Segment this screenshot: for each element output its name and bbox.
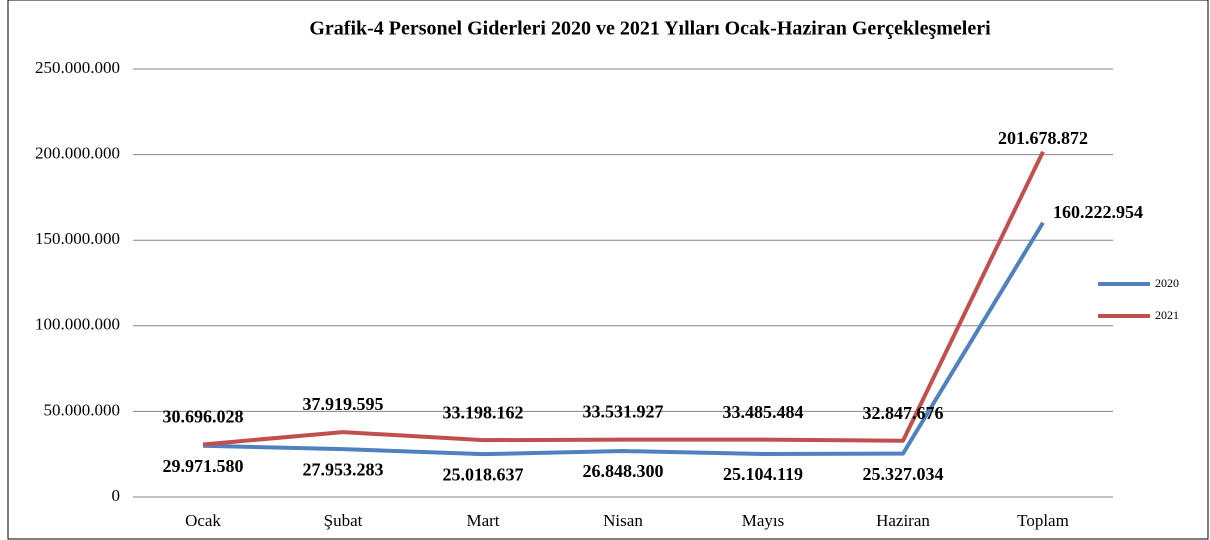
chart-title: Grafik-4 Personel Giderleri 2020 ve 2021…: [309, 18, 991, 40]
data-label: 30.696.028: [163, 407, 244, 427]
data-label: 25.327.034: [863, 464, 944, 484]
data-label: 33.485.484: [723, 402, 804, 422]
data-label: 33.531.927: [583, 402, 664, 422]
data-label: 25.018.637: [443, 464, 524, 484]
series-line: [202, 221, 1045, 457]
chart-frame: [7, 0, 1209, 540]
data-label: 33.198.162: [443, 402, 524, 422]
data-label: 32.847.676: [863, 403, 944, 423]
x-tick-label: Mart: [466, 511, 499, 530]
x-tick-label: Ocak: [185, 511, 221, 530]
x-tick-label: Şubat: [324, 511, 363, 530]
y-tick-label: 100.000.000: [35, 315, 120, 334]
y-tick-label: 250.000.000: [35, 58, 120, 77]
y-tick-label: 150.000.000: [35, 229, 120, 248]
legend-label: 2020: [1155, 276, 1179, 290]
data-label: 25.104.119: [723, 464, 803, 484]
data-label: 160.222.954: [1053, 202, 1143, 222]
data-label: 201.678.872: [998, 128, 1088, 148]
series-line: [202, 150, 1045, 447]
x-tick-label: Mayıs: [742, 511, 785, 530]
legend-label: 2021: [1155, 308, 1179, 322]
data-label: 27.953.283: [303, 459, 384, 479]
x-tick-label: Haziran: [876, 511, 930, 530]
data-label: 26.848.300: [583, 461, 664, 481]
x-tick-label: Nisan: [603, 511, 643, 530]
y-tick-label: 0: [112, 486, 121, 505]
y-tick-label: 50.000.000: [44, 400, 121, 419]
data-label: 29.971.580: [163, 456, 244, 476]
x-tick-label: Toplam: [1017, 511, 1069, 530]
data-label: 37.919.595: [303, 394, 384, 414]
y-tick-label: 200.000.000: [35, 144, 120, 163]
